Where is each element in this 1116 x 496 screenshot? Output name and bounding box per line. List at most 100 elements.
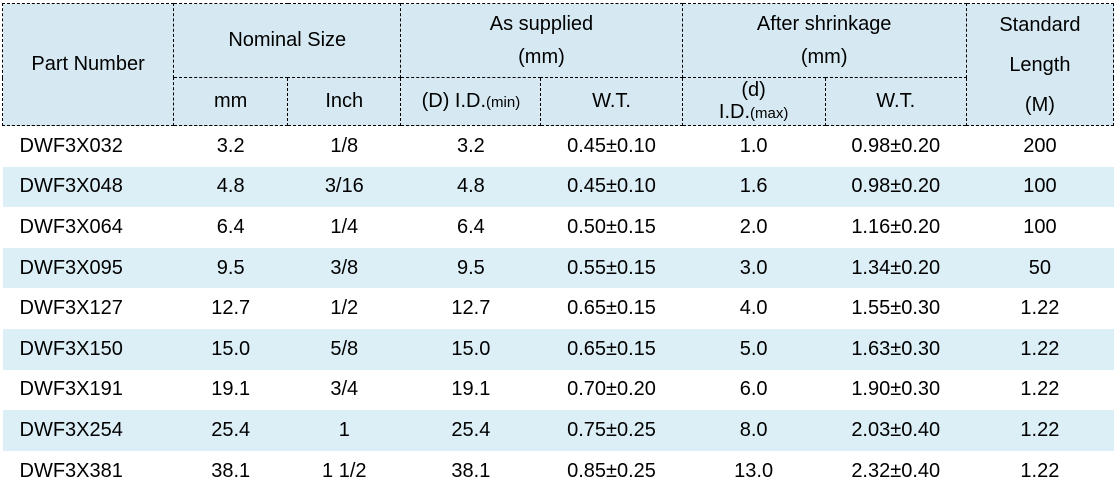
id-max-line1: (d) <box>741 78 766 101</box>
col-header-inch: Inch <box>287 77 402 126</box>
as-supplied-line2: (mm) <box>518 45 565 68</box>
cell-part-number: DWF3X032 <box>19 134 123 157</box>
table-row: DWF3X254 25.4 1 25.4 0.75±0.25 8.0 2.03±… <box>2 410 1114 451</box>
cell-wt-shrunk: 0.98±0.20 <box>851 134 941 157</box>
cell-part-number: DWF3X254 <box>19 418 123 441</box>
cell-standard-length: 1.22 <box>1020 297 1060 320</box>
cell-nominal-inch: 1/8 <box>330 134 359 157</box>
cell-id-min: 12.7 <box>451 297 491 320</box>
cell-standard-length: 200 <box>1023 134 1057 157</box>
cell-part-number: DWF3X048 <box>19 175 123 198</box>
cell-nominal-inch: 3/16 <box>324 175 364 198</box>
cell-wt-shrunk: 2.03±0.40 <box>851 418 941 441</box>
cell-part-number: DWF3X127 <box>19 297 123 320</box>
table-row: DWF3X150 15.0 5/8 15.0 0.65±0.15 5.0 1.6… <box>2 328 1114 370</box>
cell-standard-length: 50 <box>1028 256 1052 279</box>
cell-id-min: 3.2 <box>456 134 485 157</box>
col-header-wt-supplied: W.T. <box>540 77 683 126</box>
cell-id-max: 1.0 <box>739 134 768 157</box>
cell-wt-shrunk: 1.34±0.20 <box>851 256 941 279</box>
cell-part-number: DWF3X064 <box>19 215 123 238</box>
cell-id-min: 6.4 <box>456 215 485 238</box>
standard-length-line1: Standard <box>999 13 1081 36</box>
standard-length-line3: (M) <box>1024 93 1055 116</box>
id-max-line2: I.D.(max) <box>718 100 789 123</box>
cell-id-max: 2.0 <box>739 215 768 238</box>
spec-table: Part Number Nominal Size As supplied (mm… <box>1 3 1115 492</box>
after-shrinkage-line2: (mm) <box>800 45 848 68</box>
cell-nominal-mm: 6.4 <box>216 215 245 238</box>
cell-wt-supplied: 0.85±0.25 <box>567 459 656 482</box>
col-header-part-number: Part Number <box>1 3 175 126</box>
cell-nominal-inch: 3/8 <box>330 256 359 279</box>
cell-nominal-mm: 15.0 <box>211 337 251 360</box>
table-row: DWF3X127 12.7 1/2 12.7 0.65±0.15 4.0 1.5… <box>3 288 1114 329</box>
cell-standard-length: 1.22 <box>1020 378 1060 401</box>
cell-id-max: 8.0 <box>739 418 768 441</box>
col-header-standard-length: Standard Length (M) <box>965 3 1115 126</box>
header-row-sub: mm Inch (D) I.D.(min) W.T. (d) I.D.(max)… <box>3 77 1114 126</box>
cell-nominal-mm: 4.8 <box>216 175 245 198</box>
cell-id-min: 4.8 <box>456 175 485 198</box>
header-row-groups: Part Number Nominal Size As supplied (mm… <box>1 3 1115 126</box>
table-row: DWF3X064 6.4 1/4 6.4 0.50±0.15 2.0 1.16±… <box>3 207 1114 248</box>
table-row: DWF3X381 38.1 1 1/2 38.1 0.85±0.25 13.0 … <box>3 451 1114 492</box>
cell-nominal-inch: 1/2 <box>330 297 359 320</box>
cell-part-number: DWF3X150 <box>19 337 123 360</box>
cell-nominal-inch: 1/4 <box>330 215 359 238</box>
cell-nominal-mm: 12.7 <box>211 297 251 320</box>
cell-wt-supplied: 0.55±0.15 <box>567 256 656 279</box>
cell-id-min: 25.4 <box>451 418 491 441</box>
col-header-after-shrinkage: After shrinkage (mm) <box>681 3 967 78</box>
cell-nominal-inch: 1 <box>338 418 350 441</box>
col-header-mm: mm <box>173 77 289 126</box>
cell-nominal-mm: 3.2 <box>216 134 245 157</box>
cell-wt-shrunk: 2.32±0.40 <box>851 459 941 482</box>
cell-standard-length: 100 <box>1023 175 1057 198</box>
cell-id-max: 1.6 <box>739 175 768 198</box>
cell-wt-shrunk: 1.55±0.30 <box>851 297 941 320</box>
cell-id-max: 5.0 <box>739 337 768 360</box>
table-body: DWF3X032 3.2 1/8 3.2 0.45±0.10 1.0 0.98±… <box>2 126 1114 492</box>
cell-wt-shrunk: 1.63±0.30 <box>851 337 941 360</box>
cell-nominal-inch: 5/8 <box>330 337 359 360</box>
cell-wt-supplied: 0.45±0.10 <box>567 175 656 198</box>
col-header-wt-shrunk: W.T. <box>824 77 967 126</box>
cell-wt-supplied: 0.70±0.20 <box>567 378 656 401</box>
cell-wt-shrunk: 1.16±0.20 <box>851 215 941 238</box>
col-header-id-max: (d) I.D.(max) <box>681 77 826 126</box>
cell-standard-length: 1.22 <box>1020 459 1060 482</box>
cell-nominal-mm: 19.1 <box>211 378 251 401</box>
table-row: DWF3X048 4.8 3/16 4.8 0.45±0.10 1.6 0.98… <box>2 166 1114 208</box>
cell-id-min: 15.0 <box>451 337 491 360</box>
table-row: DWF3X191 19.1 3/4 19.1 0.70±0.20 6.0 1.9… <box>3 370 1114 411</box>
cell-nominal-mm: 9.5 <box>216 256 245 279</box>
cell-nominal-mm: 38.1 <box>211 459 251 482</box>
cell-id-min: 9.5 <box>456 256 485 279</box>
cell-wt-supplied: 0.75±0.25 <box>567 418 656 441</box>
cell-wt-supplied: 0.65±0.15 <box>567 337 656 360</box>
cell-id-max: 13.0 <box>734 459 774 482</box>
cell-id-max: 3.0 <box>739 256 768 279</box>
cell-standard-length: 1.22 <box>1020 337 1060 360</box>
cell-standard-length: 1.22 <box>1020 418 1060 441</box>
cell-part-number: DWF3X095 <box>19 256 123 279</box>
cell-id-min: 38.1 <box>451 459 491 482</box>
cell-wt-supplied: 0.45±0.10 <box>567 134 656 157</box>
cell-id-max: 6.0 <box>739 378 768 401</box>
cell-id-max: 4.0 <box>739 297 768 320</box>
cell-nominal-mm: 25.4 <box>211 418 251 441</box>
table-row: DWF3X032 3.2 1/8 3.2 0.45±0.10 1.0 0.98±… <box>3 126 1114 167</box>
cell-wt-shrunk: 1.90±0.30 <box>851 378 941 401</box>
table-header: Part Number Nominal Size As supplied (mm… <box>1 3 1115 126</box>
cell-part-number: DWF3X381 <box>19 459 123 482</box>
cell-standard-length: 100 <box>1023 215 1057 238</box>
cell-wt-supplied: 0.50±0.15 <box>567 215 656 238</box>
table-row: DWF3X095 9.5 3/8 9.5 0.55±0.15 3.0 1.34±… <box>2 247 1114 289</box>
as-supplied-line1: As supplied <box>489 12 594 35</box>
after-shrinkage-line1: After shrinkage <box>756 12 892 35</box>
col-header-id-min: (D) I.D.(min) <box>400 77 542 126</box>
cell-id-min: 19.1 <box>451 378 491 401</box>
col-header-nominal-size: Nominal Size <box>173 3 402 78</box>
standard-length-line2: Length <box>1009 53 1071 76</box>
